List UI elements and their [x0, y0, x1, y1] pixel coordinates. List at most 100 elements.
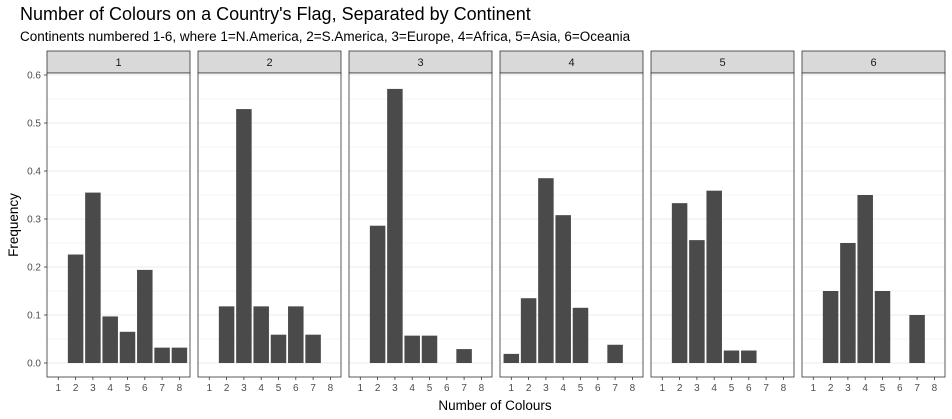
facet-strip-label: 1 [115, 57, 121, 69]
bar [538, 178, 554, 363]
x-tick-label: 2 [526, 383, 532, 394]
y-tick-label: 0.0 [27, 359, 41, 370]
x-tick-label: 7 [914, 383, 920, 394]
x-tick-label: 7 [763, 383, 769, 394]
bar [909, 315, 925, 363]
x-tick-label: 6 [746, 383, 752, 394]
bar [369, 225, 386, 363]
x-tick-label: 8 [630, 383, 636, 394]
panel-border [801, 72, 946, 378]
x-tick-label: 8 [932, 383, 938, 394]
x-tick-label: 3 [543, 383, 549, 394]
y-tick-label: 0.1 [27, 311, 41, 322]
facet-strip-label: 6 [870, 57, 876, 69]
bar [67, 254, 84, 363]
bar [305, 334, 321, 363]
x-tick-label: 5 [880, 383, 886, 394]
y-tick-label: 0.5 [27, 119, 41, 130]
bar [119, 331, 136, 363]
bar [253, 306, 269, 363]
x-tick-label: 7 [159, 383, 165, 394]
facet-strip-label: 3 [417, 57, 423, 69]
x-tick-label: 6 [142, 383, 148, 394]
x-tick-label: 4 [409, 383, 415, 394]
bar [456, 349, 472, 363]
bar [171, 347, 188, 363]
bar [555, 215, 571, 363]
bar [85, 192, 101, 363]
bar [218, 306, 235, 363]
x-tick-label: 4 [107, 383, 113, 394]
y-axis-title: Frequency [6, 193, 21, 257]
x-tick-label: 5 [729, 383, 735, 394]
x-tick-label: 1 [811, 383, 817, 394]
bar [607, 344, 623, 363]
x-tick-label: 4 [560, 383, 566, 394]
bar [572, 307, 589, 363]
x-tick-label: 7 [310, 383, 316, 394]
x-tick-label: 1 [358, 383, 364, 394]
x-tick-label: 5 [125, 383, 131, 394]
bar [822, 291, 839, 363]
x-tick-label: 5 [578, 383, 584, 394]
x-tick-label: 7 [461, 383, 467, 394]
bar [270, 334, 287, 363]
panel-border [46, 72, 191, 378]
x-tick-label: 6 [595, 383, 601, 394]
x-tick-label: 3 [694, 383, 700, 394]
bar [102, 316, 118, 363]
panel-border [499, 72, 644, 378]
facet-strip-label: 2 [266, 57, 272, 69]
bar [404, 335, 420, 363]
bar [236, 109, 252, 363]
bar [387, 88, 403, 364]
bar [520, 298, 537, 363]
bar [840, 243, 856, 363]
x-tick-label: 2 [677, 383, 683, 394]
x-tick-label: 6 [444, 383, 450, 394]
bar [857, 195, 873, 363]
panel-border [650, 72, 795, 378]
x-tick-label: 6 [293, 383, 299, 394]
x-tick-label: 1 [509, 383, 515, 394]
x-tick-label: 8 [177, 383, 183, 394]
y-tick-label: 0.2 [27, 263, 41, 274]
x-tick-label: 3 [90, 383, 96, 394]
bar [706, 190, 722, 363]
y-tick-label: 0.4 [27, 167, 41, 178]
x-tick-label: 1 [56, 383, 62, 394]
bar [723, 350, 740, 363]
x-tick-label: 2 [224, 383, 230, 394]
bar [874, 291, 891, 363]
x-tick-label: 1 [207, 383, 213, 394]
x-tick-label: 2 [828, 383, 834, 394]
x-tick-label: 4 [711, 383, 717, 394]
x-tick-label: 8 [781, 383, 787, 394]
x-tick-label: 3 [845, 383, 851, 394]
panel-border [197, 72, 342, 378]
facet-strip-label: 4 [568, 57, 574, 69]
x-tick-label: 6 [897, 383, 903, 394]
x-tick-label: 5 [276, 383, 282, 394]
bar [741, 350, 757, 363]
bar [421, 335, 438, 363]
x-tick-label: 2 [73, 383, 79, 394]
x-tick-label: 7 [612, 383, 618, 394]
x-tick-label: 1 [660, 383, 666, 394]
bar [154, 347, 170, 363]
x-tick-label: 8 [328, 383, 334, 394]
x-tick-label: 5 [427, 383, 433, 394]
y-tick-label: 0.3 [27, 215, 41, 226]
x-tick-label: 4 [258, 383, 264, 394]
facet-strip-label: 5 [719, 57, 725, 69]
x-tick-label: 8 [479, 383, 485, 394]
x-tick-label: 4 [862, 383, 868, 394]
y-tick-label: 0.6 [27, 71, 41, 82]
x-tick-label: 3 [241, 383, 247, 394]
x-axis-title: Number of Colours [438, 398, 552, 413]
bar [503, 353, 520, 363]
x-tick-label: 2 [375, 383, 381, 394]
bar [671, 203, 688, 363]
chart-title: Number of Colours on a Country's Flag, S… [20, 4, 531, 24]
